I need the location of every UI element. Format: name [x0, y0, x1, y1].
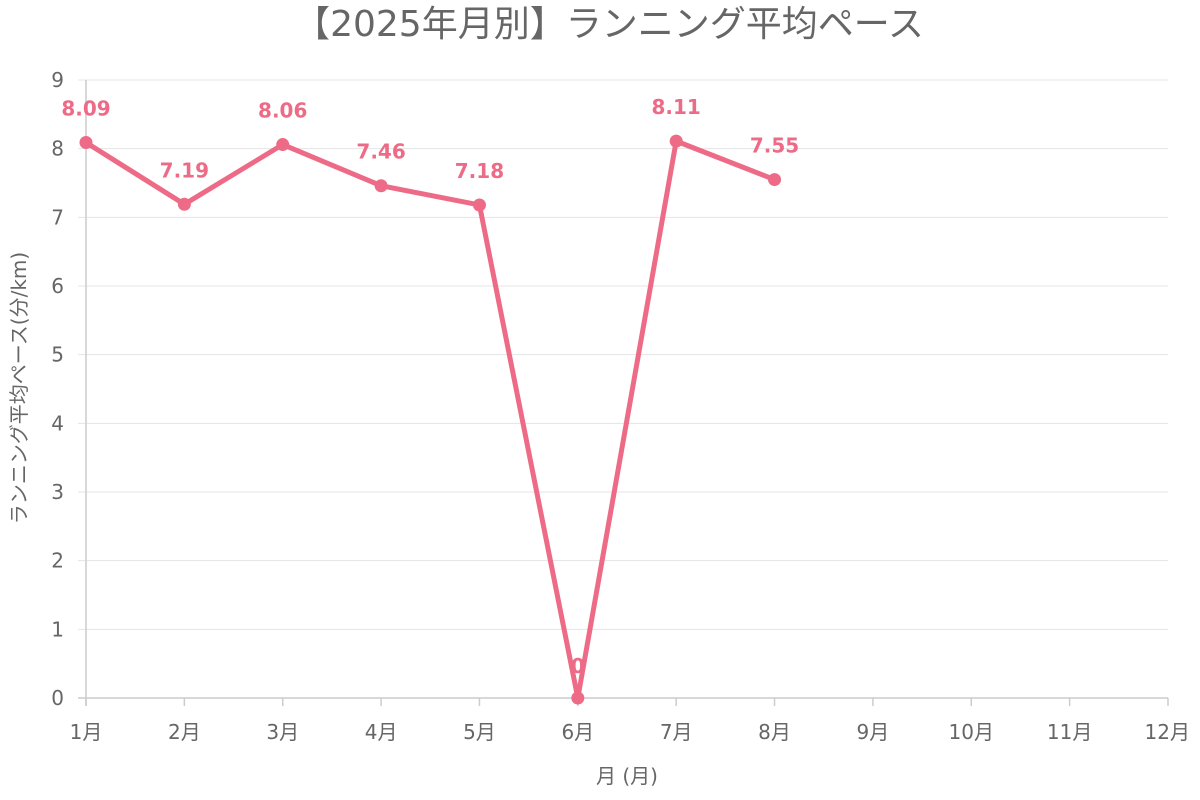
data-point[interactable] — [768, 173, 782, 187]
data-point[interactable] — [374, 179, 388, 193]
data-point[interactable] — [79, 135, 93, 149]
data-labels: 8.09 7.19 8.06 7.46 7.18 0 8.11 7.55 — [61, 95, 799, 678]
x-tick-label: 12月 — [1145, 720, 1190, 744]
y-axis-ticks: 0 1 2 3 4 5 6 7 8 9 — [51, 68, 64, 710]
data-point[interactable] — [276, 138, 290, 152]
y-tick-label: 5 — [51, 343, 64, 367]
data-point[interactable] — [571, 691, 585, 705]
data-label: 7.46 — [356, 140, 405, 164]
data-label: 8.06 — [258, 99, 307, 123]
y-tick-label: 1 — [51, 617, 64, 641]
gridlines — [78, 79, 1168, 699]
chart-title: 【2025年月別】ランニング平均ペース — [294, 4, 924, 45]
x-axis-title: 月 (月) — [596, 764, 658, 788]
x-tick-label: 7月 — [660, 720, 693, 744]
x-tick-label: 8月 — [758, 720, 791, 744]
axes — [78, 80, 1169, 706]
data-label: 7.55 — [750, 134, 799, 158]
x-tick-label: 11月 — [1047, 720, 1092, 744]
x-tick-label: 6月 — [561, 720, 594, 744]
data-point[interactable] — [472, 198, 486, 212]
data-point[interactable] — [177, 197, 191, 211]
x-tick-label: 2月 — [168, 720, 201, 744]
y-tick-label: 0 — [51, 686, 64, 710]
y-tick-label: 7 — [51, 205, 64, 229]
series — [79, 134, 782, 705]
x-tick-label: 1月 — [70, 720, 103, 744]
y-tick-label: 4 — [51, 411, 64, 435]
data-label: 0 — [571, 654, 585, 678]
x-tick-label: 9月 — [857, 720, 890, 744]
y-tick-label: 6 — [51, 274, 64, 298]
data-point[interactable] — [669, 134, 683, 148]
data-label: 8.11 — [652, 95, 701, 119]
y-tick-label: 3 — [51, 480, 64, 504]
data-label: 8.09 — [61, 96, 110, 120]
y-tick-label: 2 — [51, 549, 64, 573]
x-tick-label: 10月 — [949, 720, 994, 744]
series-line — [83, 137, 778, 699]
x-tick-label: 5月 — [463, 720, 496, 744]
y-axis-title: ランニング平均ペース(分/km) — [7, 252, 31, 524]
x-axis-ticks: 1月 2月 3月 4月 5月 6月 7月 8月 9月 10月 11月 12月 — [70, 720, 1190, 744]
data-label: 7.19 — [160, 158, 209, 182]
y-tick-label: 9 — [51, 68, 64, 92]
y-tick-label: 8 — [51, 137, 64, 161]
data-label: 7.18 — [455, 159, 504, 183]
x-tick-label: 4月 — [365, 720, 398, 744]
x-tick-label: 3月 — [266, 720, 299, 744]
